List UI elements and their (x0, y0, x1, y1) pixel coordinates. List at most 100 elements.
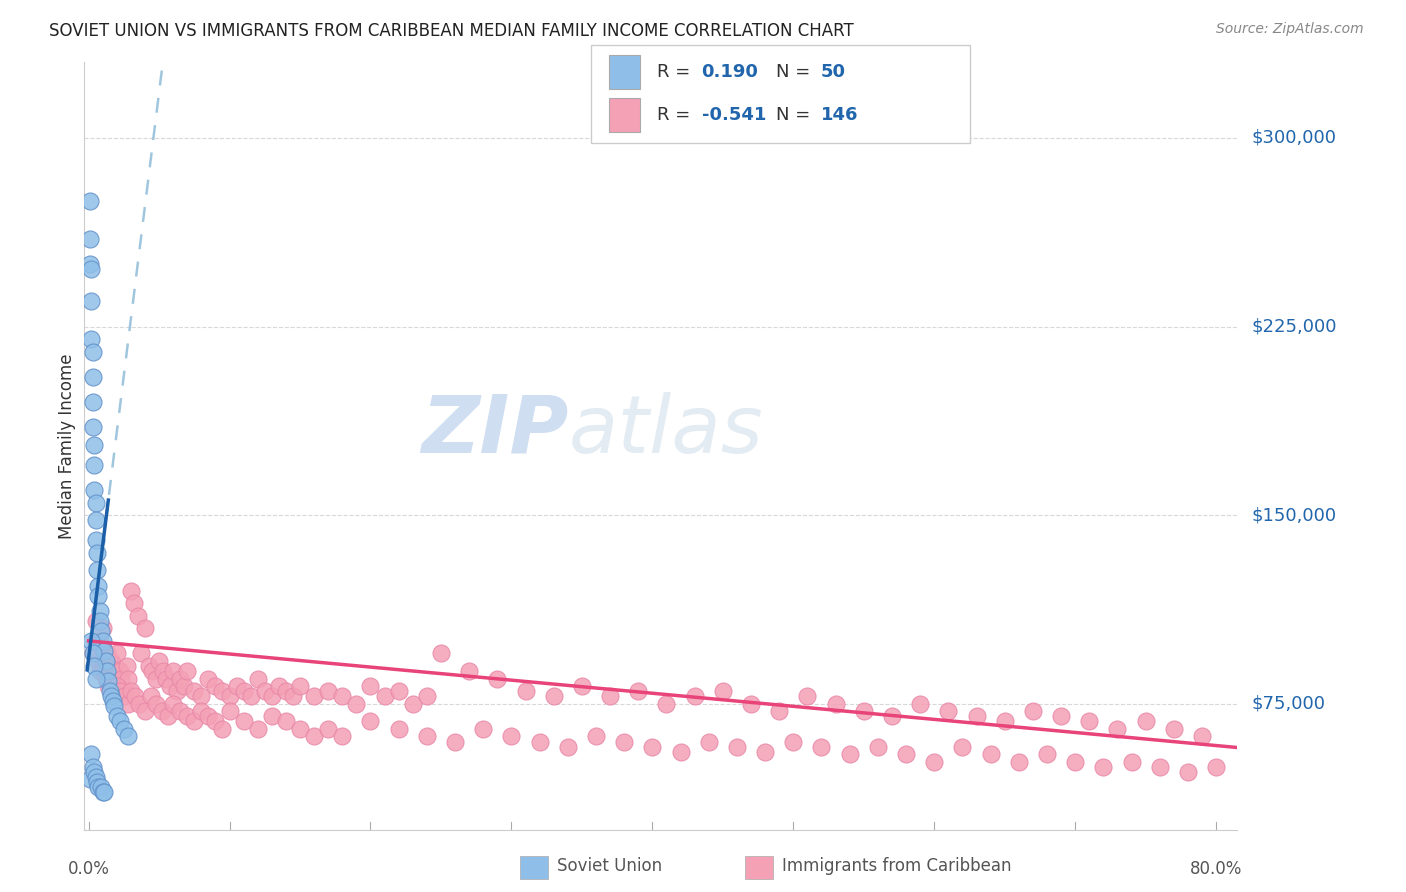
Point (994, 714, 1017, 729)
Point (96, 647, 118, 661)
Point (91, 785, 114, 799)
Point (204, 714, 226, 729)
Point (89, 634, 111, 648)
Point (302, 730, 325, 744)
Point (83, 438, 105, 452)
Point (908, 697, 931, 711)
Point (218, 690, 240, 704)
Point (148, 654, 170, 668)
Point (108, 714, 131, 729)
Point (145, 697, 167, 711)
Text: $75,000: $75,000 (1251, 695, 1326, 713)
Point (103, 690, 125, 704)
Point (84, 495, 107, 509)
Point (402, 697, 425, 711)
Point (82, 647, 104, 661)
Point (93, 654, 115, 668)
Point (267, 679, 290, 693)
Point (239, 690, 262, 704)
Point (183, 714, 205, 729)
Point (1022, 704, 1045, 718)
Point (134, 621, 156, 635)
Point (852, 704, 875, 718)
Point (838, 747, 860, 761)
Point (94, 664, 117, 678)
Point (218, 704, 240, 718)
Point (430, 647, 453, 661)
Point (613, 734, 636, 748)
Point (980, 747, 1002, 761)
Point (529, 734, 551, 748)
Point (141, 664, 163, 678)
Point (115, 659, 138, 673)
Text: $300,000: $300,000 (1251, 129, 1336, 147)
Point (83, 659, 105, 673)
Point (103, 699, 125, 714)
Point (117, 730, 139, 744)
Point (260, 709, 283, 723)
Point (197, 709, 219, 723)
Point (515, 684, 537, 698)
Point (80, 634, 103, 648)
Point (91, 634, 114, 648)
Point (93, 644, 115, 658)
Point (105, 647, 128, 661)
Point (79, 772, 101, 787)
Point (754, 745, 776, 759)
Point (966, 709, 988, 723)
Point (166, 684, 188, 698)
Point (79, 231, 101, 245)
Point (87, 780, 110, 794)
Point (156, 709, 179, 723)
Text: Soviet Union: Soviet Union (557, 857, 662, 875)
Point (669, 745, 692, 759)
Point (89, 664, 111, 678)
Point (94, 654, 117, 668)
Point (103, 672, 125, 686)
Point (330, 690, 353, 704)
Point (571, 679, 593, 693)
Point (1064, 755, 1087, 769)
Point (97, 679, 120, 693)
Point (117, 672, 139, 686)
Point (232, 684, 254, 698)
Point (246, 672, 269, 686)
Text: R =: R = (657, 106, 696, 124)
Point (82, 647, 104, 661)
Point (768, 704, 790, 718)
Point (1092, 760, 1115, 774)
Point (83, 764, 105, 779)
Point (96, 664, 118, 678)
Point (93, 785, 115, 799)
Point (557, 739, 579, 754)
Point (1135, 714, 1157, 729)
Point (1078, 714, 1101, 729)
Point (89, 614, 111, 628)
Point (90, 780, 112, 794)
Point (1008, 755, 1031, 769)
Text: Immigrants from Caribbean: Immigrants from Caribbean (782, 857, 1011, 875)
Point (79, 257, 101, 271)
Point (101, 694, 124, 708)
Point (80, 294, 103, 309)
Point (190, 690, 212, 704)
Point (641, 739, 664, 754)
Point (1191, 730, 1213, 744)
Point (83, 458, 105, 472)
Point (98, 684, 121, 698)
Point (183, 684, 205, 698)
Text: 146: 146 (821, 106, 859, 124)
Point (173, 679, 195, 693)
Point (782, 734, 804, 748)
Point (128, 697, 150, 711)
Point (112, 684, 135, 698)
Point (458, 664, 481, 678)
Point (110, 672, 132, 686)
Point (486, 672, 509, 686)
Point (824, 697, 846, 711)
Point (80, 747, 103, 761)
Point (388, 684, 411, 698)
Text: 0.0%: 0.0% (67, 860, 110, 878)
Point (138, 659, 160, 673)
Point (82, 420, 104, 434)
